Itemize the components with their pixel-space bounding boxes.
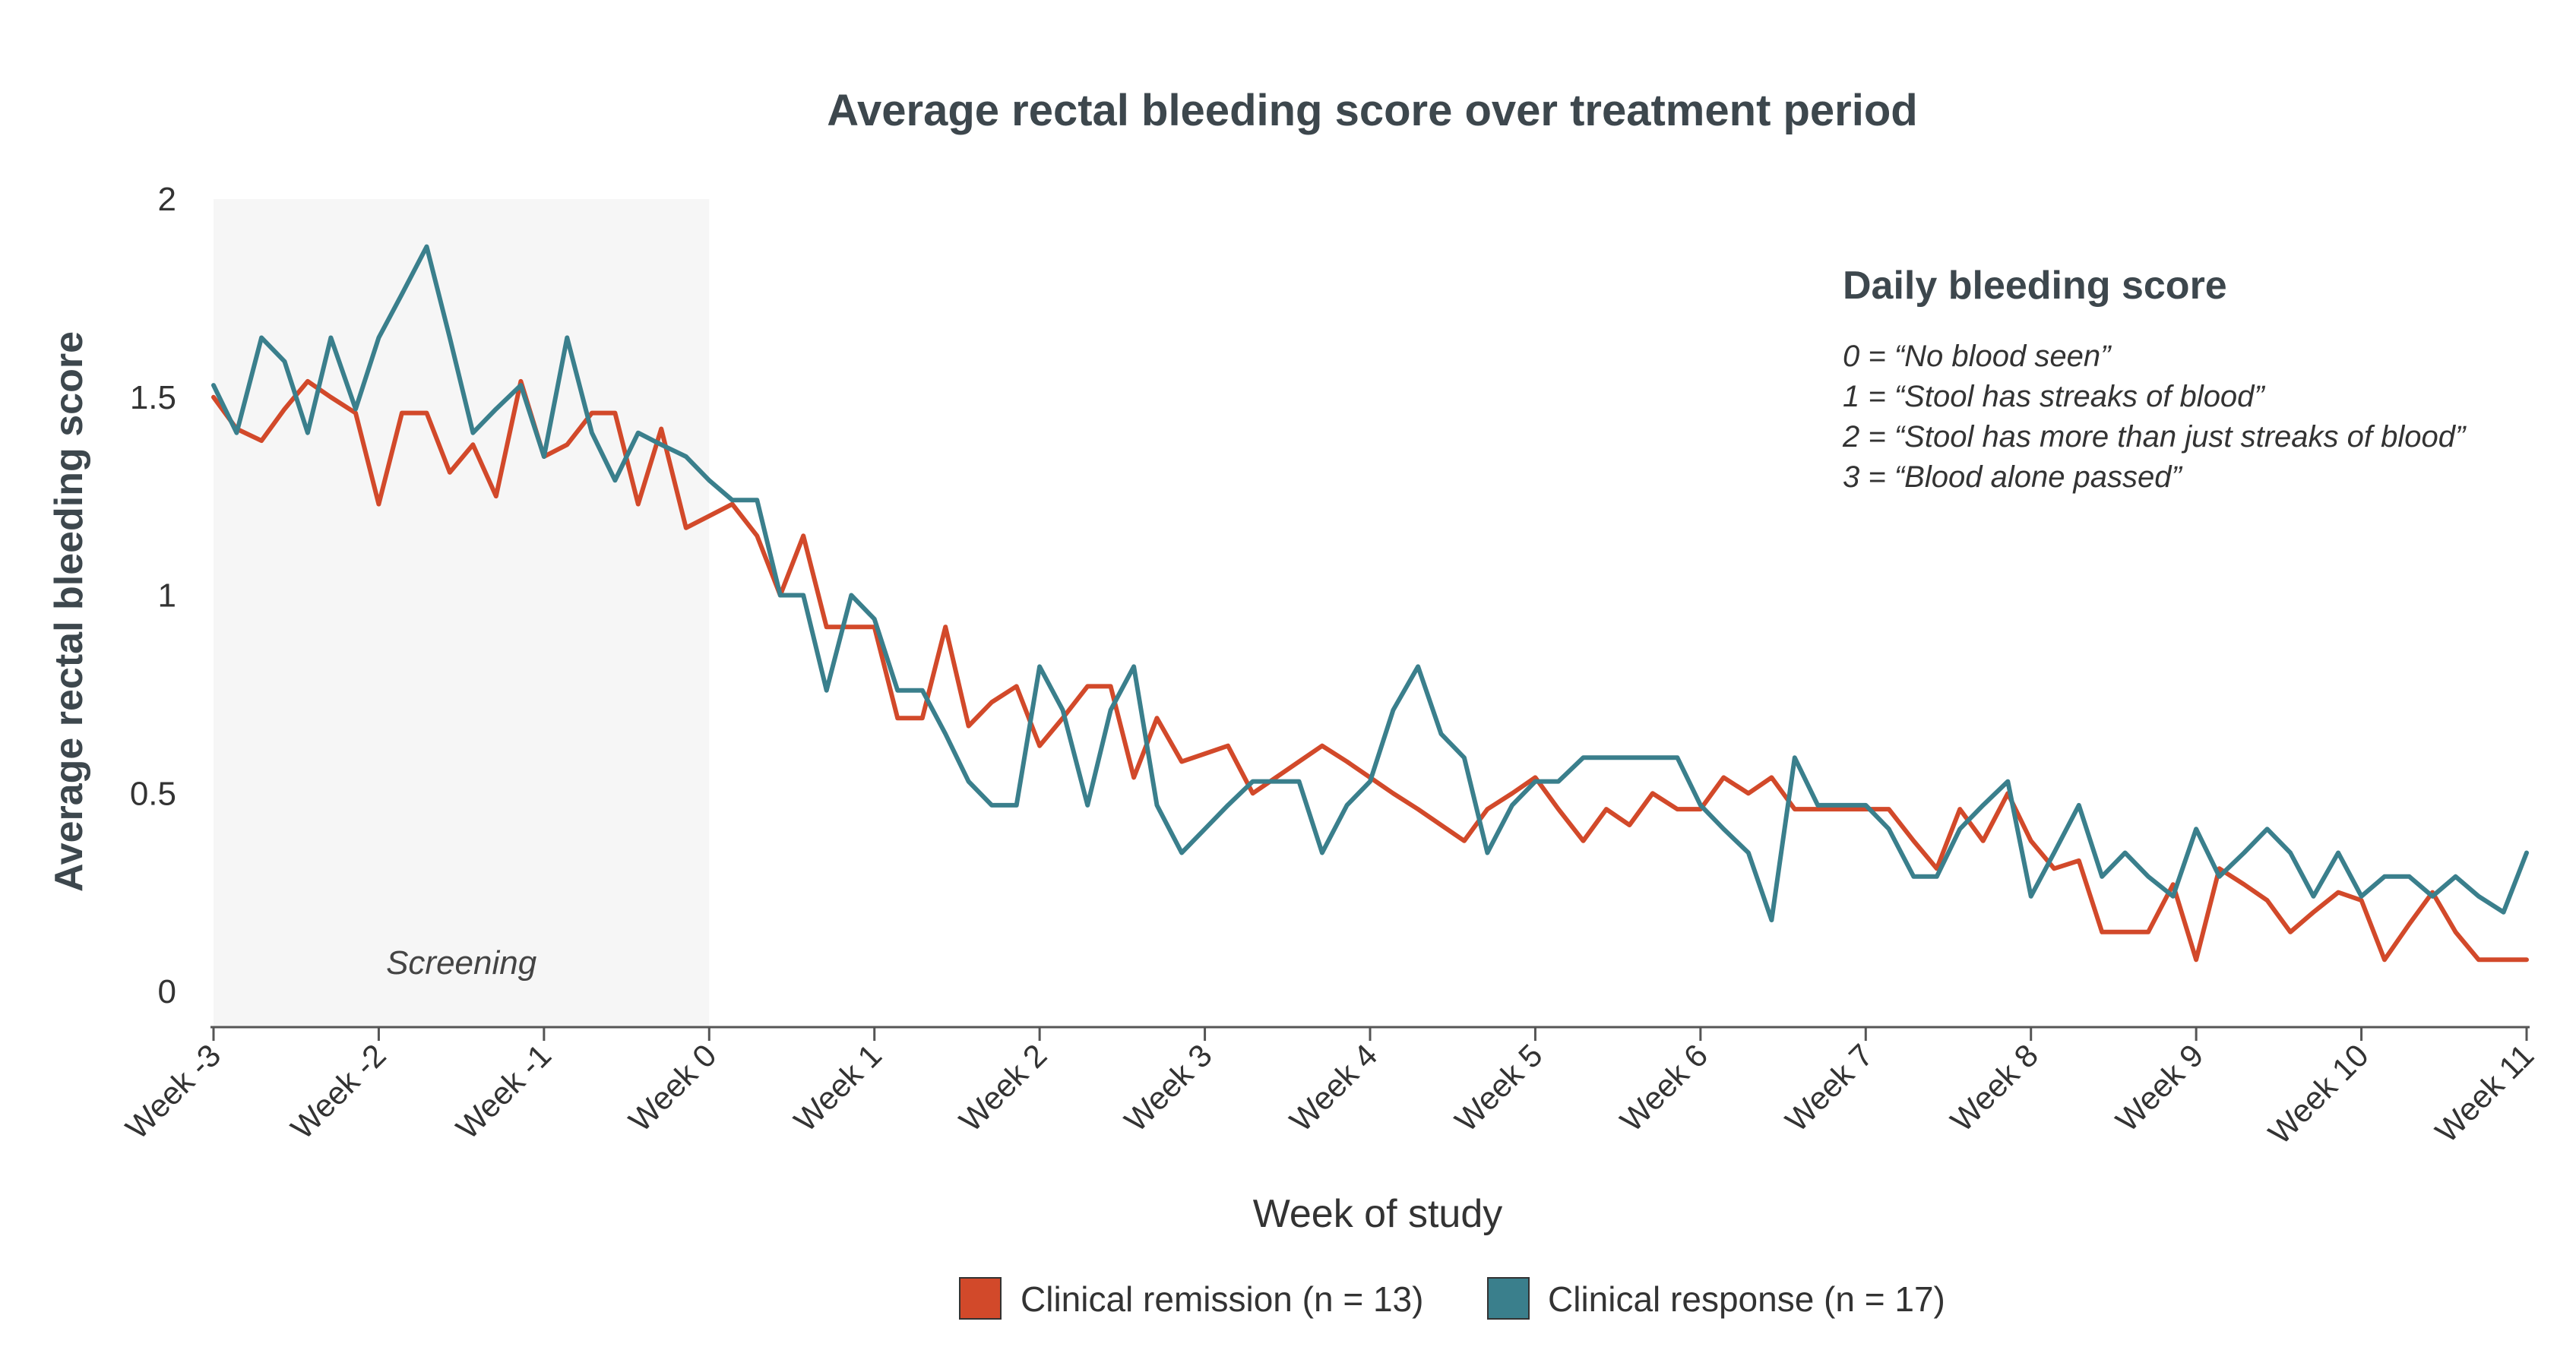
x-tick-label-3: Week 0 (622, 1037, 723, 1138)
annotation-line-2: 2 = “Stool has more than just streaks of… (1842, 420, 2467, 454)
legend: Clinical remission (n = 13) Clinical res… (959, 1277, 1945, 1320)
chart-title: Average rectal bleeding score over treat… (827, 86, 1917, 135)
x-tick-label-9: Week 6 (1613, 1037, 1714, 1138)
legend-swatch-remission (959, 1277, 1002, 1320)
x-tick-label-0: Week -3 (119, 1037, 227, 1146)
x-tick-label-12: Week 9 (2109, 1037, 2210, 1138)
legend-swatch-response (1487, 1277, 1530, 1320)
y-tick-label-3: 1.5 (130, 379, 176, 416)
x-axis-label: Week of study (1253, 1192, 1503, 1236)
y-tick-label-4: 2 (158, 181, 176, 218)
y-tick-label-0: 0 (158, 973, 176, 1010)
x-tick-label-5: Week 2 (952, 1037, 1053, 1138)
series-line-1 (211, 244, 2529, 923)
x-tick-label-14: Week 11 (2429, 1037, 2541, 1149)
x-tick-label-4: Week 1 (787, 1037, 888, 1138)
y-tick-label-1: 0.5 (130, 775, 176, 812)
annotation-line-3: 3 = “Blood alone passed” (1843, 460, 2183, 494)
legend-label-remission: Clinical remission (n = 13) (1021, 1279, 1423, 1319)
annotation-line-1: 1 = “Stool has streaks of blood” (1843, 380, 2265, 413)
x-tick-label-11: Week 8 (1944, 1037, 2045, 1138)
x-tick-label-8: Week 5 (1448, 1037, 1549, 1138)
x-tick-label-13: Week 10 (2261, 1037, 2375, 1151)
x-tick-label-1: Week -2 (284, 1037, 393, 1146)
screening-region (214, 199, 710, 1027)
annotation-title: Daily bleeding score (1843, 264, 2227, 308)
series-layer (211, 244, 2529, 963)
x-tick-label-2: Week -1 (449, 1037, 558, 1146)
screening-label: Screening (386, 944, 537, 982)
y-tick-labels: 0 0.5 1 1.5 2 (130, 181, 176, 1010)
legend-label-response: Clinical response (n = 17) (1548, 1279, 1945, 1319)
x-tick-label-6: Week 3 (1118, 1037, 1219, 1138)
y-tick-label-2: 1 (158, 577, 176, 615)
x-tick-label-7: Week 4 (1283, 1037, 1384, 1138)
annotation-line-0: 0 = “No blood seen” (1843, 340, 2112, 373)
x-tick-label-10: Week 7 (1778, 1037, 1879, 1138)
y-axis-label: Average rectal bleeding score (47, 331, 91, 892)
score-legend-annotation: Daily bleeding score 0 = “No blood seen”… (1842, 264, 2467, 494)
x-axis: Week -3 Week -2 Week -1 Week 0 Week 1 Week 2 W… (119, 1026, 2541, 1151)
